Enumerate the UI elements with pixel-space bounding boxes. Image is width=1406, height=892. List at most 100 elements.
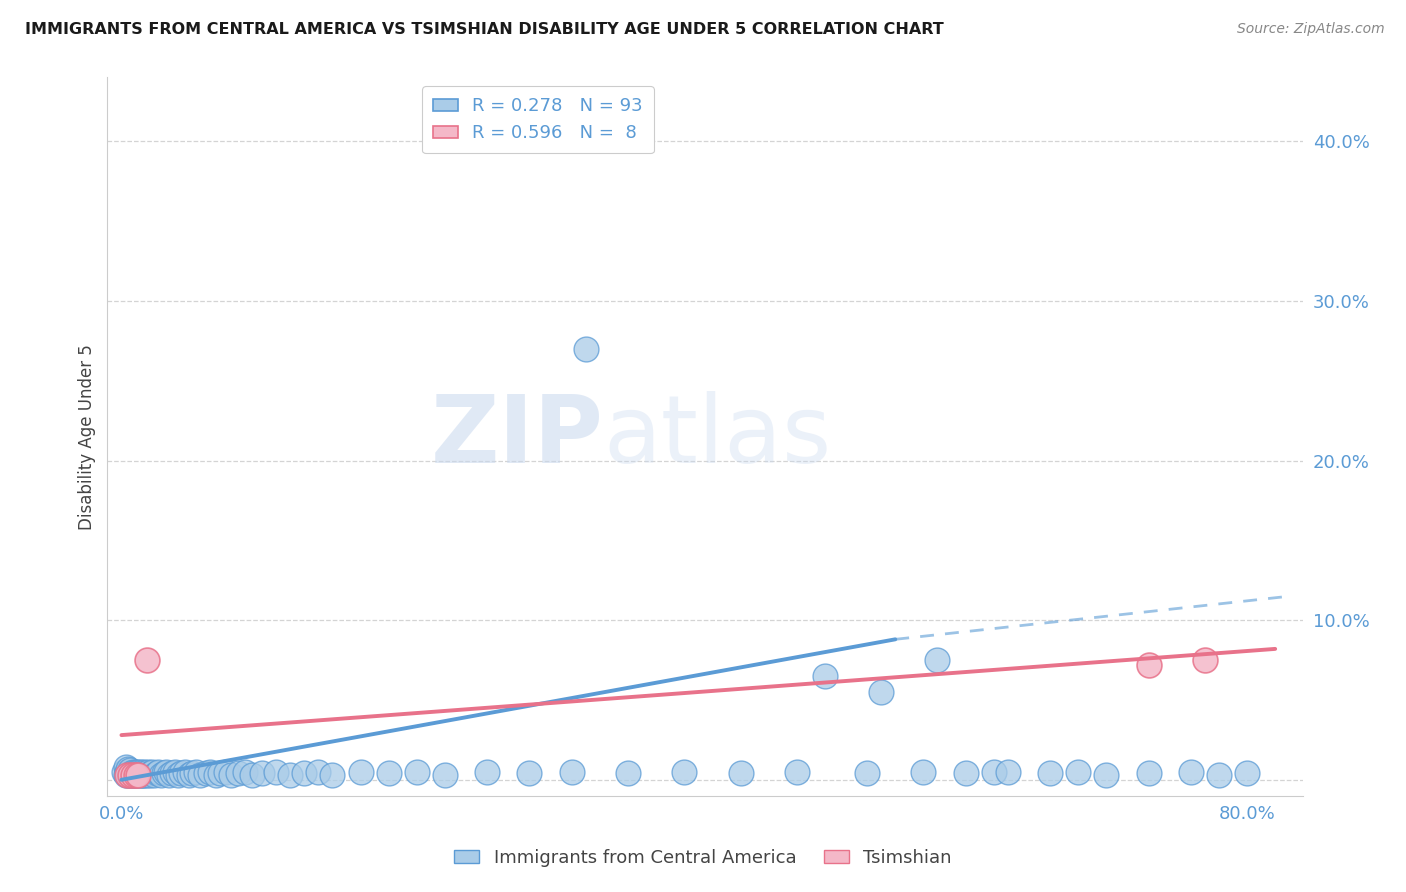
- Point: [127, 768, 149, 782]
- Point: [264, 764, 287, 779]
- Point: [177, 768, 200, 782]
- Point: [142, 768, 165, 782]
- Point: [292, 766, 315, 780]
- Point: [122, 766, 145, 780]
- Point: [204, 768, 226, 782]
- Point: [121, 764, 143, 779]
- Point: [307, 764, 329, 779]
- Point: [136, 764, 159, 779]
- Point: [117, 766, 139, 780]
- Point: [278, 768, 301, 782]
- Point: [955, 766, 977, 780]
- Point: [226, 766, 249, 780]
- Point: [1039, 766, 1062, 780]
- Point: [927, 653, 949, 667]
- Point: [138, 768, 160, 782]
- Point: [115, 764, 138, 779]
- Point: [214, 764, 236, 779]
- Point: [132, 768, 155, 782]
- Point: [122, 768, 145, 782]
- Point: [519, 766, 541, 780]
- Point: [124, 768, 146, 782]
- Point: [132, 764, 155, 779]
- Point: [1067, 764, 1090, 779]
- Point: [121, 768, 143, 782]
- Point: [115, 768, 138, 782]
- Point: [184, 764, 207, 779]
- Point: [219, 768, 242, 782]
- Point: [129, 764, 152, 779]
- Point: [157, 768, 180, 782]
- Point: [139, 766, 162, 780]
- Y-axis label: Disability Age Under 5: Disability Age Under 5: [79, 343, 96, 530]
- Point: [124, 764, 146, 779]
- Point: [127, 764, 149, 779]
- Point: [112, 764, 135, 779]
- Point: [114, 760, 136, 774]
- Point: [118, 768, 141, 782]
- Point: [1236, 766, 1258, 780]
- Point: [173, 764, 195, 779]
- Point: [1208, 768, 1230, 782]
- Point: [120, 768, 142, 782]
- Point: [138, 766, 160, 780]
- Point: [128, 766, 150, 780]
- Point: [149, 768, 172, 782]
- Point: [1194, 653, 1216, 667]
- Legend: R = 0.278   N = 93, R = 0.596   N =  8: R = 0.278 N = 93, R = 0.596 N = 8: [422, 87, 654, 153]
- Point: [575, 342, 598, 356]
- Point: [561, 764, 583, 779]
- Point: [125, 766, 148, 780]
- Point: [115, 768, 138, 782]
- Point: [378, 766, 401, 780]
- Point: [117, 762, 139, 776]
- Point: [180, 766, 202, 780]
- Point: [146, 764, 169, 779]
- Point: [121, 768, 143, 782]
- Point: [120, 766, 142, 780]
- Point: [118, 768, 141, 782]
- Point: [1095, 768, 1118, 782]
- Text: ZIP: ZIP: [430, 391, 603, 483]
- Point: [169, 766, 191, 780]
- Point: [125, 768, 148, 782]
- Point: [983, 764, 1005, 779]
- Text: IMMIGRANTS FROM CENTRAL AMERICA VS TSIMSHIAN DISABILITY AGE UNDER 5 CORRELATION : IMMIGRANTS FROM CENTRAL AMERICA VS TSIMS…: [25, 22, 943, 37]
- Point: [166, 768, 188, 782]
- Point: [134, 766, 156, 780]
- Point: [730, 766, 752, 780]
- Point: [786, 764, 808, 779]
- Point: [814, 669, 837, 683]
- Point: [163, 764, 186, 779]
- Point: [997, 764, 1019, 779]
- Point: [250, 766, 273, 780]
- Legend: Immigrants from Central America, Tsimshian: Immigrants from Central America, Tsimshi…: [447, 842, 959, 874]
- Point: [135, 768, 157, 782]
- Point: [233, 764, 256, 779]
- Point: [114, 768, 136, 782]
- Point: [856, 766, 879, 780]
- Point: [349, 764, 371, 779]
- Point: [152, 766, 174, 780]
- Point: [477, 764, 499, 779]
- Point: [155, 764, 177, 779]
- Point: [128, 768, 150, 782]
- Point: [208, 766, 231, 780]
- Point: [188, 768, 211, 782]
- Text: atlas: atlas: [603, 391, 832, 483]
- Point: [912, 764, 935, 779]
- Point: [141, 764, 163, 779]
- Point: [240, 768, 263, 782]
- Point: [870, 685, 893, 699]
- Point: [135, 653, 157, 667]
- Point: [131, 768, 153, 782]
- Point: [194, 766, 217, 780]
- Point: [198, 764, 221, 779]
- Point: [321, 768, 343, 782]
- Point: [1137, 657, 1160, 672]
- Point: [118, 763, 141, 777]
- Point: [1137, 766, 1160, 780]
- Point: [673, 764, 696, 779]
- Point: [406, 764, 429, 779]
- Point: [124, 768, 146, 782]
